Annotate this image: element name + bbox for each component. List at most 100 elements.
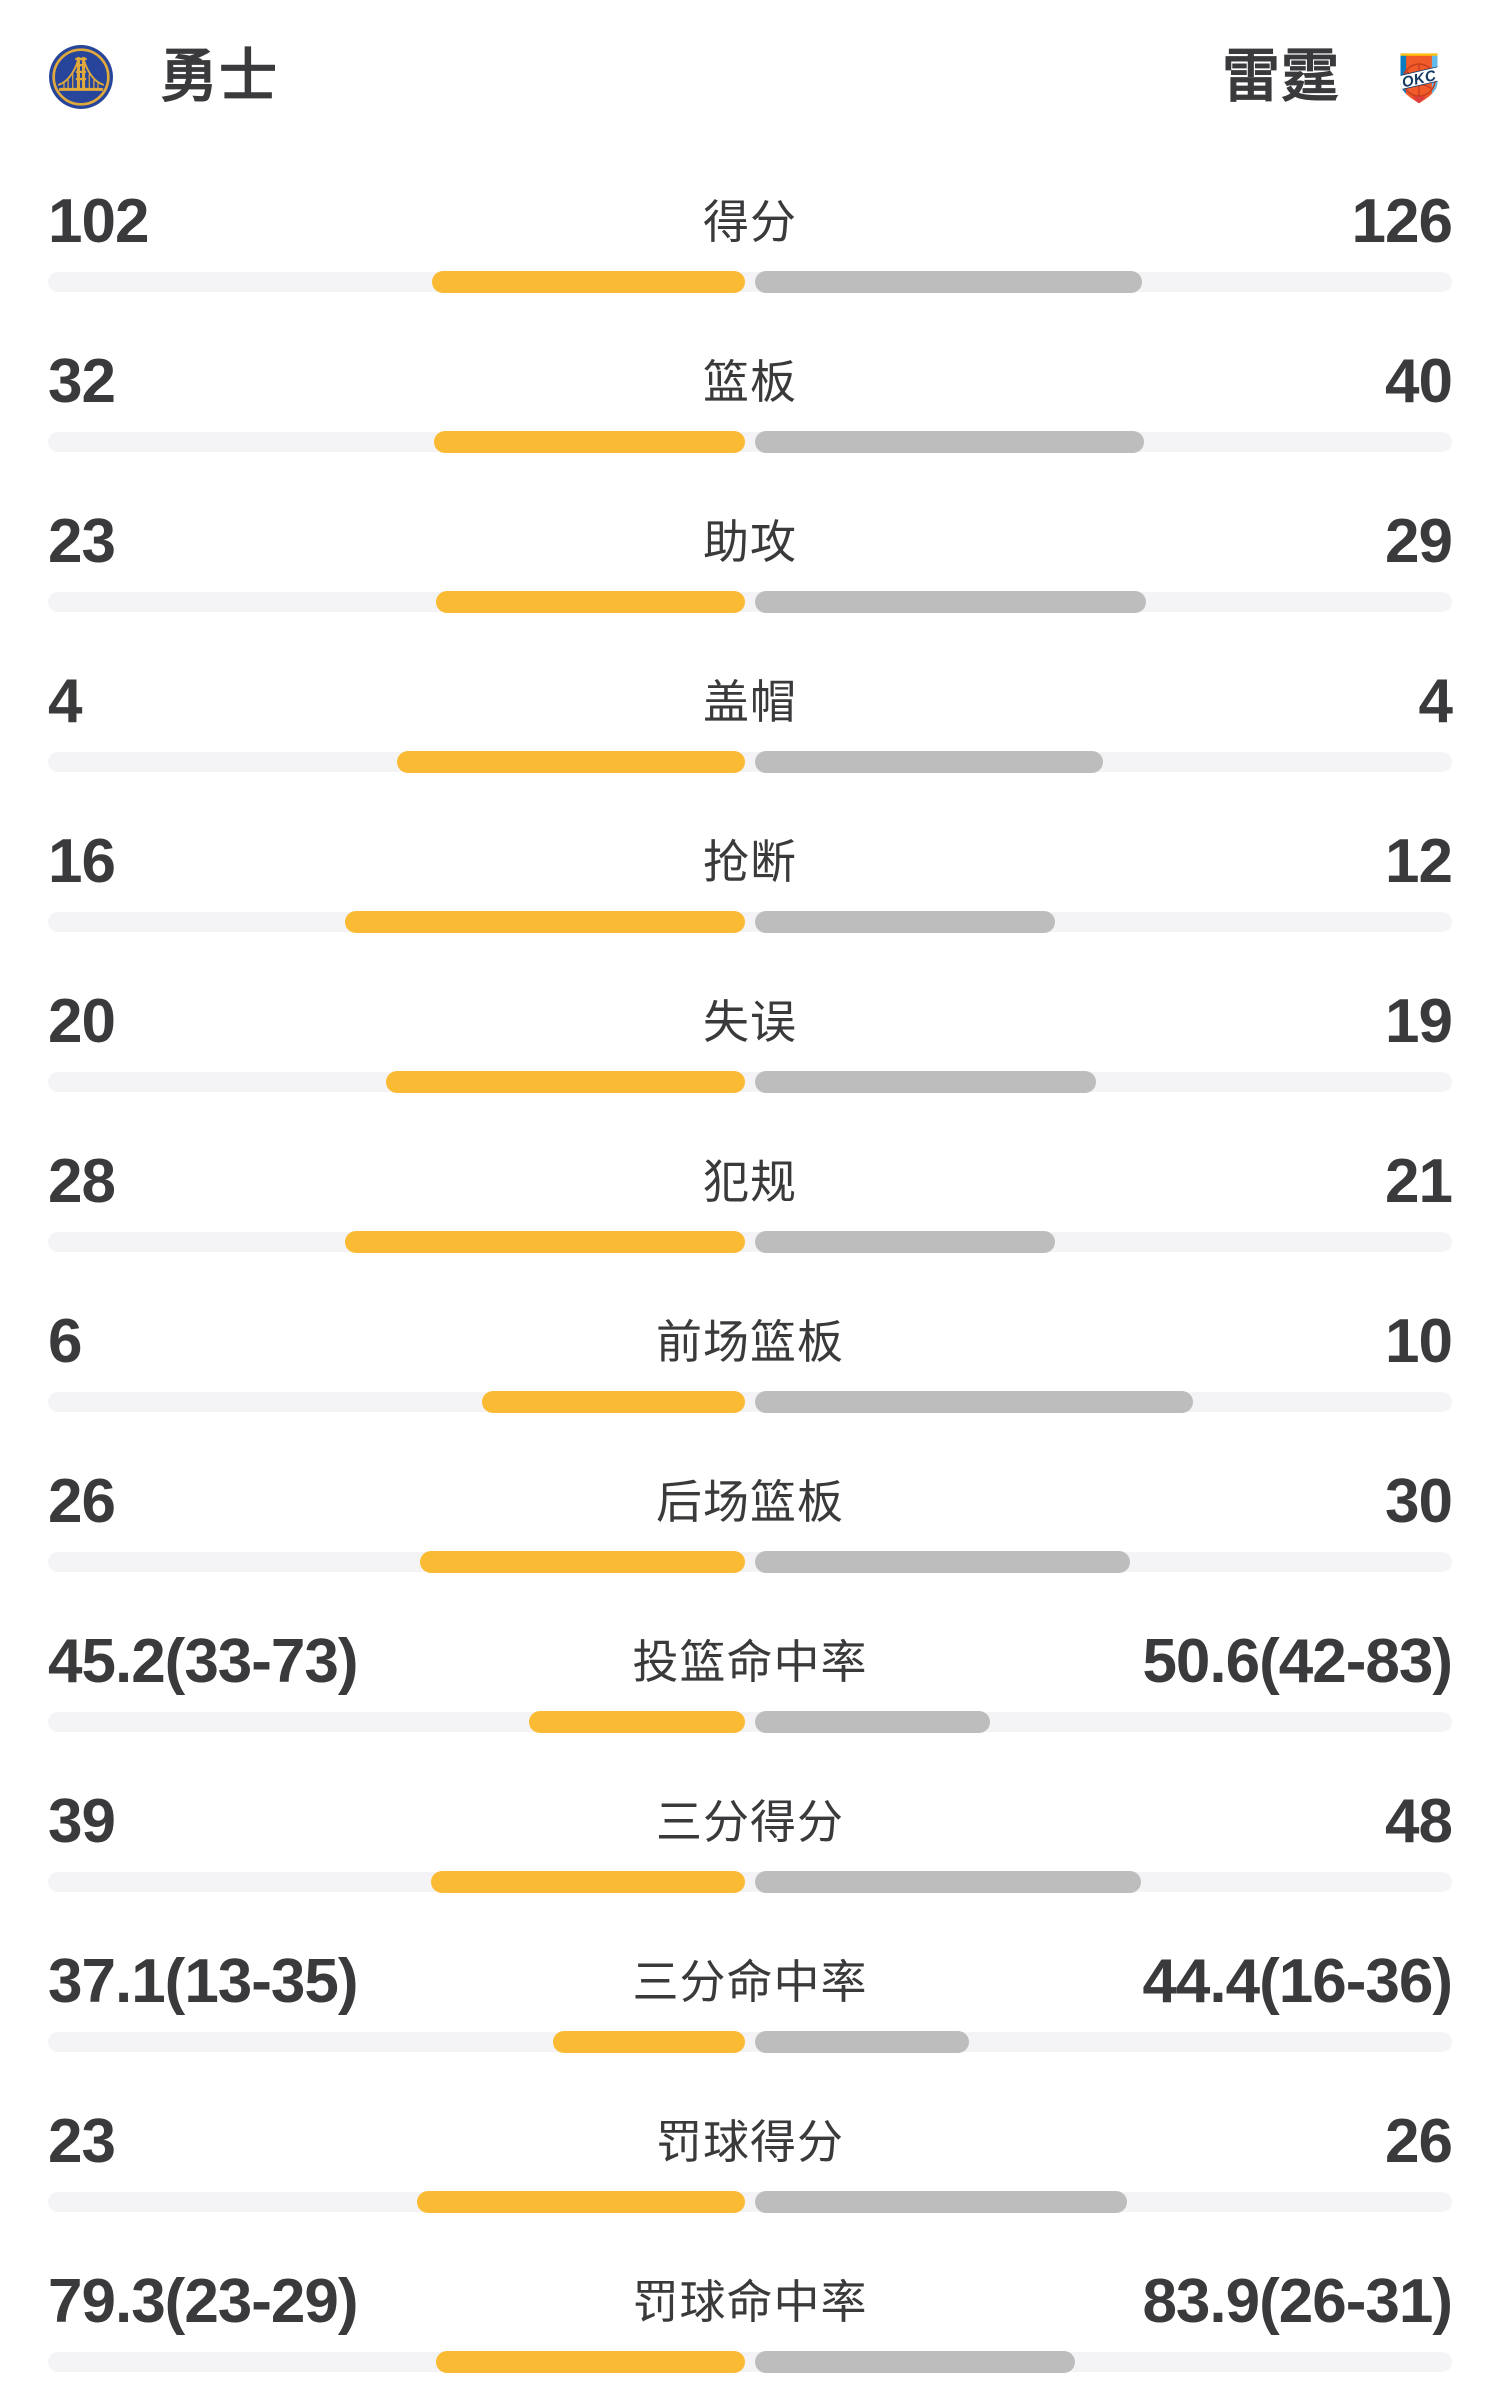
- away-value: 10: [1385, 1307, 1453, 1376]
- stat-bar-track: [48, 751, 1452, 773]
- stat-bar-track: [48, 2031, 1452, 2053]
- home-value: 20: [48, 987, 116, 1056]
- stat-bar-track: [48, 431, 1452, 453]
- stat-label: 得分: [703, 196, 797, 248]
- home-value: 4: [48, 667, 82, 736]
- home-value: 39: [48, 1787, 116, 1856]
- stat-bar-track: [48, 1551, 1452, 1573]
- away-value: 29: [1385, 507, 1453, 576]
- away-value: 44.4(16-36): [1142, 1947, 1453, 2016]
- home-value: 23: [48, 2107, 116, 2176]
- stat-label: 前场篮板: [656, 1316, 844, 1368]
- stat-label: 犯规: [703, 1156, 797, 1208]
- stat-row: 20 失误 19: [48, 940, 1453, 1100]
- stat-row: 23 助攻 29: [48, 460, 1453, 620]
- stat-label: 后场篮板: [656, 1476, 844, 1528]
- home-bar: [345, 1231, 745, 1253]
- away-bar: [755, 431, 1144, 453]
- stat-label: 三分命中率: [632, 1956, 868, 2008]
- away-bar: [755, 2191, 1127, 2213]
- away-value: 50.6(42-83): [1142, 1627, 1453, 1696]
- warriors-logo: [49, 45, 113, 109]
- home-bar: [432, 271, 745, 293]
- stat-label: 抢断: [703, 836, 797, 888]
- away-value: 26: [1385, 2107, 1453, 2176]
- away-value: 30: [1385, 1467, 1453, 1536]
- away-value: 126: [1351, 187, 1453, 256]
- stat-row: 37.1(13-35) 三分命中率 44.4(16-36): [48, 1900, 1453, 2060]
- home-bar: [436, 2351, 745, 2373]
- away-bar: [755, 751, 1103, 773]
- home-bar: [386, 1071, 745, 1093]
- away-bar: [755, 1871, 1141, 1893]
- stat-label: 投篮命中率: [632, 1636, 868, 1688]
- stat-row: 39 三分得分 48: [48, 1740, 1453, 1900]
- away-bar: [755, 1551, 1130, 1573]
- stat-label: 盖帽: [703, 676, 797, 728]
- home-value: 32: [48, 347, 116, 416]
- stat-bar-track: [48, 1071, 1452, 1093]
- stat-bar-track: [48, 1711, 1452, 1733]
- stat-row: 79.3(23-29) 罚球命中率 83.9(26-31): [48, 2220, 1453, 2380]
- home-value: 102: [48, 187, 149, 256]
- stat-label: 罚球得分: [656, 2116, 844, 2168]
- away-value: 83.9(26-31): [1142, 2267, 1453, 2336]
- away-bar: [755, 1231, 1055, 1253]
- home-bar: [482, 1391, 745, 1413]
- stat-bar-track: [48, 591, 1452, 613]
- away-value: 4: [1418, 667, 1453, 736]
- stat-bar-track: [48, 1391, 1452, 1413]
- stat-bar-track: [48, 1871, 1452, 1893]
- away-value: 48: [1385, 1787, 1453, 1856]
- stat-row: 26 后场篮板 30: [48, 1420, 1453, 1580]
- away-bar: [755, 911, 1055, 933]
- home-bar: [434, 431, 745, 453]
- away-bar: [755, 271, 1142, 293]
- away-bar: [755, 1071, 1096, 1093]
- home-value: 6: [48, 1307, 82, 1376]
- away-value: 19: [1385, 987, 1453, 1056]
- home-bar: [420, 1551, 745, 1573]
- stat-row: 28 犯规 21: [48, 1100, 1453, 1260]
- away-value: 21: [1385, 1147, 1453, 1216]
- away-bar: [755, 591, 1146, 613]
- stat-row: 6 前场篮板 10: [48, 1260, 1453, 1420]
- stat-row: 45.2(33-73) 投篮命中率 50.6(42-83): [48, 1580, 1453, 1740]
- home-team-name: 勇士: [160, 44, 279, 109]
- home-value: 23: [48, 507, 116, 576]
- stat-bar-track: [48, 911, 1452, 933]
- away-bar: [755, 2351, 1075, 2373]
- home-value: 16: [48, 827, 116, 896]
- home-bar: [431, 1871, 745, 1893]
- home-value: 45.2(33-73): [48, 1627, 359, 1696]
- home-bar: [553, 2031, 745, 2053]
- home-bar: [436, 591, 745, 613]
- scoreboard-header: 勇士 雷霆 OKC: [48, 42, 1452, 112]
- away-team-name: 雷霆: [1221, 44, 1340, 109]
- stat-row: 23 罚球得分 26: [48, 2060, 1453, 2220]
- away-value: 40: [1385, 347, 1453, 416]
- stat-label: 篮板: [703, 356, 797, 408]
- away-value: 12: [1385, 827, 1453, 896]
- stat-bar-track: [48, 2351, 1452, 2373]
- stat-label: 罚球命中率: [632, 2276, 868, 2328]
- stat-bar-track: [48, 1231, 1452, 1253]
- stat-bar-track: [48, 271, 1452, 293]
- away-bar: [755, 1711, 990, 1733]
- home-bar: [345, 911, 745, 933]
- stat-bar-track: [48, 2191, 1452, 2213]
- home-value: 28: [48, 1147, 116, 1216]
- home-bar: [417, 2191, 745, 2213]
- away-team[interactable]: 雷霆 OKC: [1222, 42, 1452, 112]
- stat-row: 4 盖帽 4: [48, 620, 1453, 780]
- stat-label: 三分得分: [656, 1796, 844, 1848]
- home-value: 37.1(13-35): [48, 1947, 359, 2016]
- stat-label: 助攻: [703, 516, 797, 568]
- home-bar: [397, 751, 745, 773]
- home-value: 26: [48, 1467, 116, 1536]
- home-team[interactable]: 勇士: [48, 42, 278, 112]
- away-bar: [755, 1391, 1193, 1413]
- stat-row: 16 抢断 12: [48, 780, 1453, 940]
- home-value: 79.3(23-29): [48, 2267, 359, 2336]
- stat-row: 102 得分 126: [48, 140, 1453, 300]
